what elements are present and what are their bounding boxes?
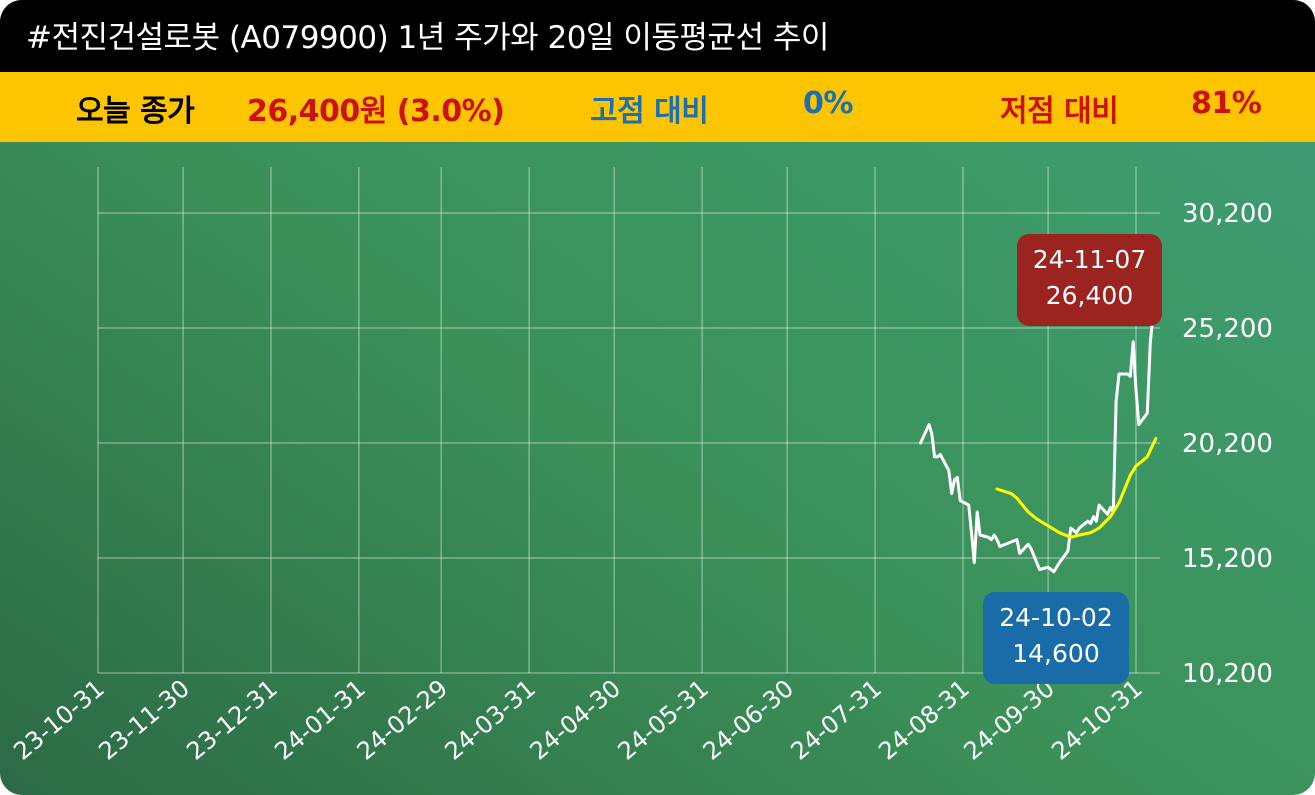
high-point-price: 26,400 (1045, 281, 1134, 310)
x-tick-label: 24-09-30 (958, 674, 1059, 765)
low-point-price: 14,600 (1012, 639, 1100, 668)
x-tick-label: 24-02-29 (352, 674, 453, 765)
moving-average-line (995, 436, 1158, 539)
page-title: #전진건설로봇 (A079900) 1년 주가와 20일 이동평균선 추이 (26, 20, 829, 56)
x-tick-label: 23-11-30 (93, 674, 194, 765)
x-tick-label: 24-07-31 (785, 674, 886, 765)
x-tick-label: 24-06-30 (698, 674, 799, 765)
high-compare-label: 고점 대비 (590, 94, 709, 129)
low-compare-value: 81% (1191, 86, 1262, 121)
high-point-date: 24-11-07 (1032, 245, 1147, 274)
high-point-badge: 24-11-07 26,400 (1017, 234, 1162, 326)
low-point-badge: 24-10-02 14,600 (983, 592, 1129, 684)
low-compare-label: 저점 대비 (1000, 94, 1119, 129)
price-line (919, 298, 1158, 574)
y-tick-label: 25,200 (1182, 314, 1273, 344)
low-point-date: 24-10-02 (999, 603, 1113, 632)
close-value: 26,400원 (3.0%) (247, 94, 505, 129)
x-tick-label: 24-05-31 (612, 674, 713, 765)
close-label: 오늘 종가 (76, 94, 195, 129)
x-tick-label: 24-08-31 (873, 674, 974, 765)
high-compare-value: 0% (803, 86, 853, 121)
title-bar: #전진건설로봇 (A079900) 1년 주가와 20일 이동평균선 추이 (0, 0, 1315, 72)
x-tick-label: 23-10-31 (8, 674, 109, 765)
y-tick-label: 15,200 (1182, 544, 1273, 574)
y-tick-label: 10,200 (1182, 659, 1273, 689)
x-tick-label: 24-04-30 (525, 674, 626, 765)
x-tick-label: 24-03-31 (439, 674, 540, 765)
y-tick-label: 30,200 (1182, 199, 1273, 229)
x-tick-label: 23-12-31 (181, 674, 282, 765)
x-tick-label: 24-01-31 (269, 674, 370, 765)
x-tick-label: 24-10-31 (1046, 674, 1147, 765)
y-tick-label: 20,200 (1182, 429, 1273, 459)
price-chart: 10,20015,20020,20025,20030,20023-10-3123… (8, 167, 1273, 766)
summary-bar: 오늘 종가 26,400원 (3.0%) 고점 대비 0% 저점 대비 81% (0, 72, 1315, 142)
